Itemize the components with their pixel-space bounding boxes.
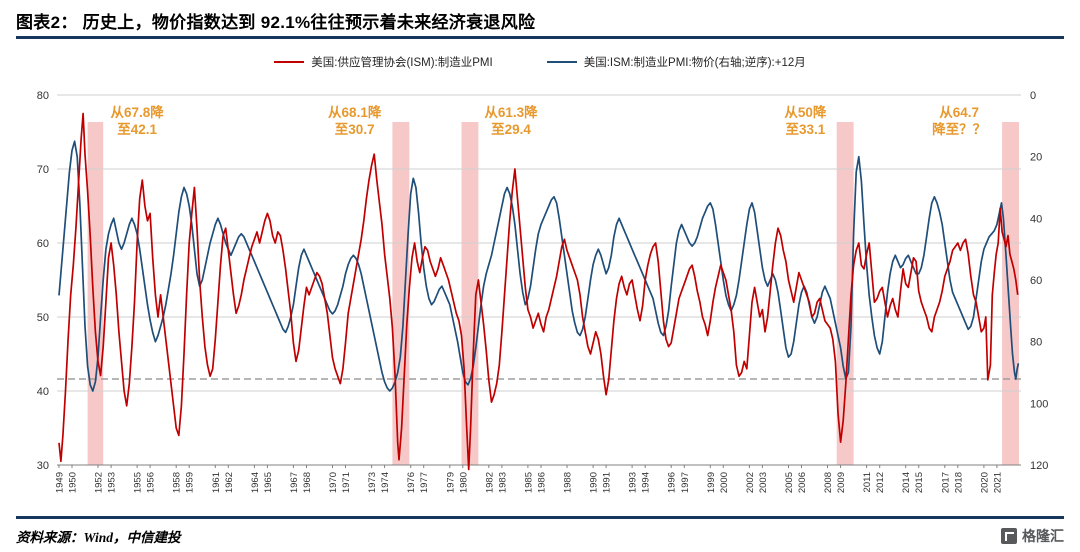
x-axis-label: 2000 <box>719 472 730 493</box>
recession-band <box>87 122 104 465</box>
x-axis-label: 1953 <box>107 472 118 493</box>
x-axis-label: 1949 <box>55 472 66 493</box>
x-axis-label: 1967 <box>289 472 300 493</box>
annotation: 从64.7 降至？？ <box>932 105 986 137</box>
x-axis-label: 2020 <box>979 472 990 493</box>
x-axis-label: 1996 <box>667 472 678 493</box>
x-axis-label: 2014 <box>901 472 912 493</box>
right-axis-label: 0 <box>1030 90 1036 102</box>
red-line-swatch <box>274 61 305 63</box>
x-axis-label: 1988 <box>563 472 574 493</box>
right-axis-label: 80 <box>1030 337 1042 349</box>
legend-item-pmi: 美国:供应管理协会(ISM):制造业PMI <box>274 54 493 70</box>
left-axis-label: 70 <box>37 164 49 176</box>
x-axis-label: 1982 <box>484 472 495 493</box>
left-axis-label: 40 <box>37 386 49 398</box>
x-axis-label: 1965 <box>263 472 274 493</box>
gelonghui-logo: 格隆汇 <box>1001 526 1064 546</box>
x-axis-label: 2021 <box>992 472 1003 493</box>
recession-band <box>392 122 410 465</box>
x-axis-label: 1955 <box>133 472 144 493</box>
x-axis-label: 1964 <box>250 472 261 493</box>
x-axis-label: 1952 <box>94 472 105 493</box>
right-axis-label: 40 <box>1030 213 1042 225</box>
x-axis-label: 2006 <box>797 472 808 493</box>
gelonghui-icon <box>1001 528 1017 544</box>
x-axis-label: 2015 <box>914 472 925 493</box>
x-axis-label: 1994 <box>641 472 652 493</box>
left-axis-label: 80 <box>37 90 49 102</box>
recession-band <box>1002 122 1019 465</box>
x-axis-label: 1983 <box>497 472 508 493</box>
x-axis-label: 1979 <box>445 472 456 493</box>
x-axis-label: 1976 <box>406 472 417 493</box>
x-axis-label: 1977 <box>419 472 430 493</box>
annotation: 从68.1降至30.7 <box>328 104 382 137</box>
x-axis-label: 1999 <box>706 472 717 493</box>
right-axis-label: 100 <box>1030 398 1048 410</box>
x-axis-label: 1950 <box>68 472 79 493</box>
x-axis-label: 1959 <box>185 472 196 493</box>
x-axis-label: 1958 <box>172 472 183 493</box>
x-axis-label: 1968 <box>302 472 313 493</box>
x-axis-label: 2002 <box>745 472 756 493</box>
x-axis-label: 1991 <box>602 472 613 493</box>
title-divider <box>16 36 1064 39</box>
data-source: 资料来源：Wind，中信建投 <box>16 530 181 545</box>
legend: 美国:供应管理协会(ISM):制造业PMI 美国:ISM:制造业PMI:物价(右… <box>0 54 1080 70</box>
x-axis-label: 1980 <box>458 472 469 493</box>
left-axis-label: 30 <box>37 460 49 472</box>
x-axis-label: 1993 <box>628 472 639 493</box>
x-axis-label: 1973 <box>367 472 378 493</box>
footer-divider <box>16 516 1064 519</box>
x-axis-label: 1986 <box>537 472 548 493</box>
x-axis-label: 1997 <box>680 472 691 493</box>
annotation: 从50降至33.1 <box>784 104 827 137</box>
series-blue-line <box>58 140 1020 392</box>
x-axis-label: 2009 <box>836 472 847 493</box>
annotation: 从61.3降至29.4 <box>484 104 538 137</box>
x-axis-label: 1970 <box>328 472 339 493</box>
x-axis-label: 1962 <box>224 472 235 493</box>
blue-line-swatch <box>546 61 577 63</box>
left-axis-label: 50 <box>37 312 49 324</box>
legend-label-pmi: 美国:供应管理协会(ISM):制造业PMI <box>311 57 493 69</box>
x-axis-label: 2012 <box>875 472 886 493</box>
gelonghui-text: 格隆汇 <box>1022 528 1064 544</box>
x-axis-label: 2005 <box>784 472 795 493</box>
x-axis-label: 2011 <box>862 472 873 492</box>
right-axis-label: 20 <box>1030 152 1042 164</box>
right-axis-label: 120 <box>1030 460 1048 472</box>
x-axis-label: 1956 <box>146 472 157 493</box>
x-axis-label: 2017 <box>940 472 951 493</box>
x-axis-label: 1985 <box>523 472 534 493</box>
x-axis-label: 1971 <box>341 472 352 493</box>
annotation: 从67.8降至42.1 <box>110 104 164 137</box>
right-axis-label: 60 <box>1030 275 1042 287</box>
legend-item-prices: 美国:ISM:制造业PMI:物价(右轴;逆序):+12月 <box>546 54 806 70</box>
figure-title: 图表2： 历史上，物价指数达到 92.1%往往预示着未来经济衰退风险 <box>16 13 536 32</box>
x-axis-label: 1961 <box>211 472 222 493</box>
x-axis-label: 2018 <box>953 472 964 493</box>
legend-label-prices: 美国:ISM:制造业PMI:物价(右轴;逆序):+12月 <box>583 57 806 69</box>
x-axis-label: 2008 <box>823 472 834 493</box>
series-red-line <box>58 112 1019 471</box>
x-axis-label: 2003 <box>758 472 769 493</box>
left-axis-label: 60 <box>37 238 49 250</box>
x-axis-label: 1990 <box>589 472 600 493</box>
x-axis-label: 1974 <box>380 472 391 493</box>
